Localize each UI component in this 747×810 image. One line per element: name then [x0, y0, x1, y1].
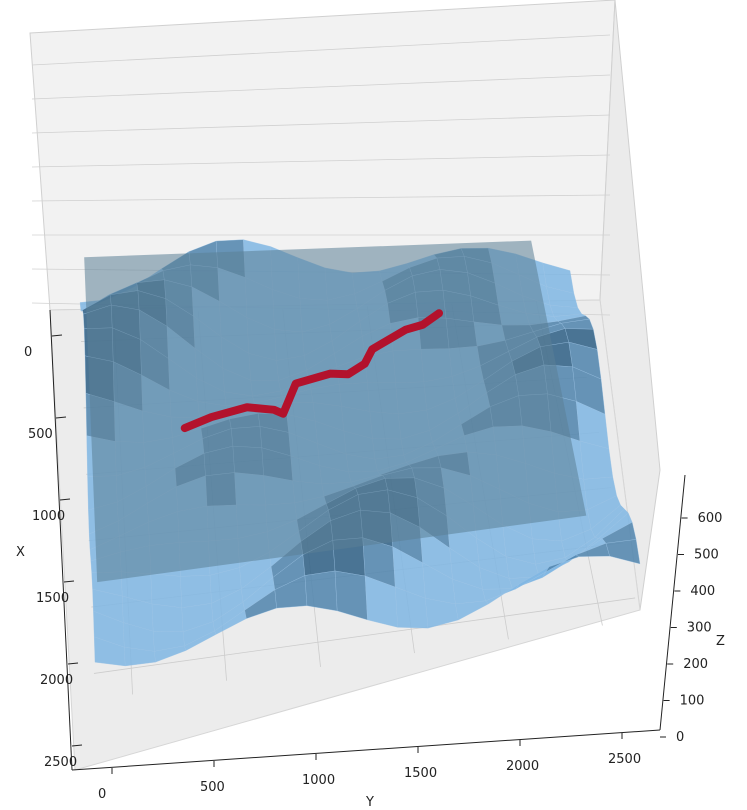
height-plane	[84, 240, 587, 583]
x-tick-label: 2000	[40, 673, 73, 688]
surface-patch	[150, 573, 182, 608]
route-point	[243, 404, 250, 411]
z-tick-label: 300	[687, 621, 712, 636]
x-tick-label: 0	[24, 345, 32, 360]
z-axis: 0 100 200 300 400 500 600 Z	[659, 474, 725, 745]
route-point	[345, 371, 352, 378]
y-tick-label: 1000	[302, 773, 335, 788]
route-point	[361, 360, 368, 367]
x-tick-label: 1000	[32, 509, 65, 524]
route-point	[385, 336, 392, 343]
route-point	[402, 326, 409, 333]
route-path	[180, 309, 444, 433]
z-tick-label: 0	[676, 730, 684, 745]
z-tick-label: 400	[690, 584, 715, 599]
route-point	[208, 414, 215, 421]
surface-patch	[304, 570, 338, 612]
z-tick-label: 500	[694, 548, 719, 563]
route-point	[436, 310, 443, 317]
route-line	[180, 309, 444, 433]
y-tick-label: 2000	[506, 759, 539, 774]
route-point	[271, 406, 278, 413]
route-point	[181, 425, 188, 432]
route-point	[327, 370, 334, 377]
x-tick-label: 1500	[36, 591, 69, 606]
y-axis-label: Y	[365, 795, 374, 806]
y-tick-label: 0	[98, 787, 106, 802]
grid-line-z	[31, 114, 611, 134]
x-axis: 0 500 1000 1500 2000 2500 X	[16, 309, 83, 771]
surface-patch	[151, 603, 184, 633]
x-tick-label: 500	[28, 427, 53, 442]
surface-patch	[180, 575, 212, 608]
x-tick-label: 2500	[44, 755, 77, 770]
z-tick-label: 200	[683, 657, 708, 672]
route-point	[280, 410, 287, 417]
y-tick-label: 1500	[404, 766, 437, 781]
x-axis-label: X	[16, 545, 25, 560]
z-tick-label: 600	[698, 511, 723, 526]
y-axis: 0 500 1000 1500 2000 2500 Y	[71, 729, 661, 810]
y-tick-label: 500	[200, 780, 225, 795]
route-point	[292, 380, 299, 387]
surface-patch	[605, 539, 641, 565]
grid-line-x	[93, 597, 636, 674]
y-tick-label: 2500	[608, 752, 641, 767]
z-axis-label: Z	[716, 634, 725, 649]
z-tick-label: 100	[680, 694, 705, 709]
plane-surface	[84, 240, 587, 583]
grid-line-z	[31, 194, 611, 202]
route-point	[419, 321, 426, 328]
grid-line-z	[31, 74, 611, 100]
grid-line-z	[31, 154, 611, 168]
route-point	[369, 346, 376, 353]
grid-line-z	[31, 34, 611, 66]
